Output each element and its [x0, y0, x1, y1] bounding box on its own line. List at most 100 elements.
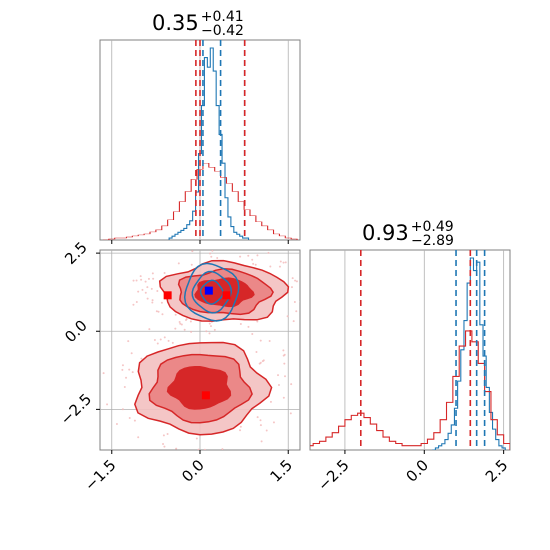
scatter-sample-point: [211, 250, 214, 252]
scatter-sample-point: [159, 338, 162, 341]
scatter-ytick-label-0: −2.5: [57, 390, 95, 428]
scatter-sample-point: [239, 429, 242, 432]
scatter-sample-point: [303, 301, 305, 303]
scatter-sample-point: [221, 448, 224, 450]
scatter-sample-point: [259, 339, 262, 342]
scatter-sample-point: [251, 258, 254, 261]
scatter-sample-point: [135, 279, 138, 282]
scatter-sample-point: [209, 252, 212, 255]
scatter-sample-point: [256, 320, 259, 323]
scatter-sample-point: [289, 412, 292, 415]
right-title-sub: −2.89: [411, 233, 454, 249]
scatter-sample-point: [152, 277, 155, 280]
scatter-sample-point: [303, 271, 305, 273]
right-xtick-label-2: 2.5: [482, 456, 512, 486]
scatter-sample-point: [247, 254, 250, 257]
scatter-sample-point: [278, 265, 281, 268]
scatter-sample-point: [155, 310, 158, 313]
scatter-sample-point: [140, 357, 143, 360]
right-title-value: 0.93: [362, 221, 409, 245]
scatter-sample-point: [163, 445, 166, 448]
scatter-sample-point: [185, 319, 188, 322]
scatter-sample-point: [190, 263, 193, 266]
scatter-sample-point: [213, 328, 216, 331]
scatter-sample-point: [146, 297, 149, 300]
scatter-sample-point: [254, 263, 257, 266]
scatter-sample-point: [256, 416, 259, 419]
scatter-sample-point: [137, 290, 140, 293]
scatter-sample-point: [284, 261, 287, 264]
scatter-xtick-label-2: 1.5: [266, 456, 296, 486]
scatter-sample-point: [121, 368, 124, 371]
scatter-sample-point: [128, 368, 131, 371]
scatter-sample-point: [267, 251, 270, 254]
scatter-sample-point: [239, 255, 242, 258]
scatter-sample-point: [251, 333, 254, 336]
scatter-sample-point: [163, 272, 166, 275]
scatter-sample-point: [269, 400, 272, 403]
scatter-sample-point: [160, 301, 163, 304]
scatter-sample-point: [180, 323, 183, 326]
scatter-sample-point: [283, 353, 286, 356]
scatter-sample-point: [299, 301, 300, 303]
scatter-sample-point: [121, 408, 124, 411]
scatter-sample-point: [209, 325, 212, 328]
scatter-sample-point: [174, 327, 177, 330]
scatter-sample-point: [123, 386, 126, 389]
scatter-xtick-label-1: 0.0: [178, 456, 208, 486]
top-histogram-title: 0.35 +0.41: [152, 9, 244, 35]
scatter-sample-point: [284, 375, 287, 378]
top-histogram-series-1: [102, 162, 298, 240]
scatter-sample-point: [303, 310, 305, 312]
scatter-sample-point: [277, 374, 280, 377]
scatter-sample-point: [213, 247, 215, 249]
scatter-sample-point: [125, 376, 128, 379]
scatter-sample-point: [282, 396, 285, 399]
scatter-sample-point: [102, 372, 105, 375]
scatter-sample-point: [179, 322, 182, 325]
scatter-sample-point: [247, 325, 250, 328]
scatter-sample-point: [156, 289, 159, 292]
scatter-sample-point: [286, 315, 289, 318]
scatter-sample-point: [131, 371, 134, 374]
scatter-sample-point: [272, 421, 275, 424]
scatter-sample-point: [162, 434, 165, 437]
scatter-sample-point: [156, 342, 159, 345]
scatter-sample-point: [148, 328, 151, 331]
scatter-sample-point: [295, 280, 298, 283]
scatter-sample-point: [208, 332, 211, 335]
scatter-sample-point: [259, 361, 262, 364]
top-histogram-quantile-lines: [195, 40, 246, 240]
scatter-blue-contour-1: [191, 270, 232, 314]
scatter-sample-point: [293, 301, 296, 304]
top-title-sub: −0.42: [201, 23, 244, 39]
scatter-sample-point: [282, 261, 285, 264]
scatter-sample-point: [260, 440, 263, 443]
scatter-sample-point: [162, 443, 165, 446]
right-histogram-panel: −2.5 0.0 2.5: [309, 249, 512, 495]
scatter-sample-point: [208, 322, 211, 325]
scatter-sample-point: [216, 257, 219, 260]
scatter-sample-point: [255, 351, 258, 354]
scatter-sample-point: [239, 322, 242, 325]
scatter-red-marker-1: [222, 291, 231, 300]
scatter-red-contour-1-2: [166, 365, 232, 410]
scatter-sample-point: [210, 255, 213, 258]
scatter-sample-point: [252, 262, 255, 265]
scatter-sample-point: [277, 384, 280, 387]
right-xtick-label-1: 0.0: [403, 456, 433, 486]
scatter-sample-point: [150, 287, 153, 290]
scatter-sample-point: [128, 417, 131, 420]
scatter-sample-point: [262, 359, 265, 362]
scatter-sample-point: [144, 280, 147, 283]
top-title-sup: +0.41: [201, 9, 244, 25]
scatter-sample-point: [137, 436, 140, 439]
scatter-sample-point: [144, 291, 147, 294]
scatter-sample-point: [292, 320, 295, 323]
scatter-sample-point: [269, 265, 272, 268]
scatter-sample-point: [167, 339, 170, 342]
scatter-sample-point: [282, 349, 285, 352]
scatter-sample-point: [166, 432, 169, 435]
top-title-value: 0.35: [152, 11, 199, 35]
